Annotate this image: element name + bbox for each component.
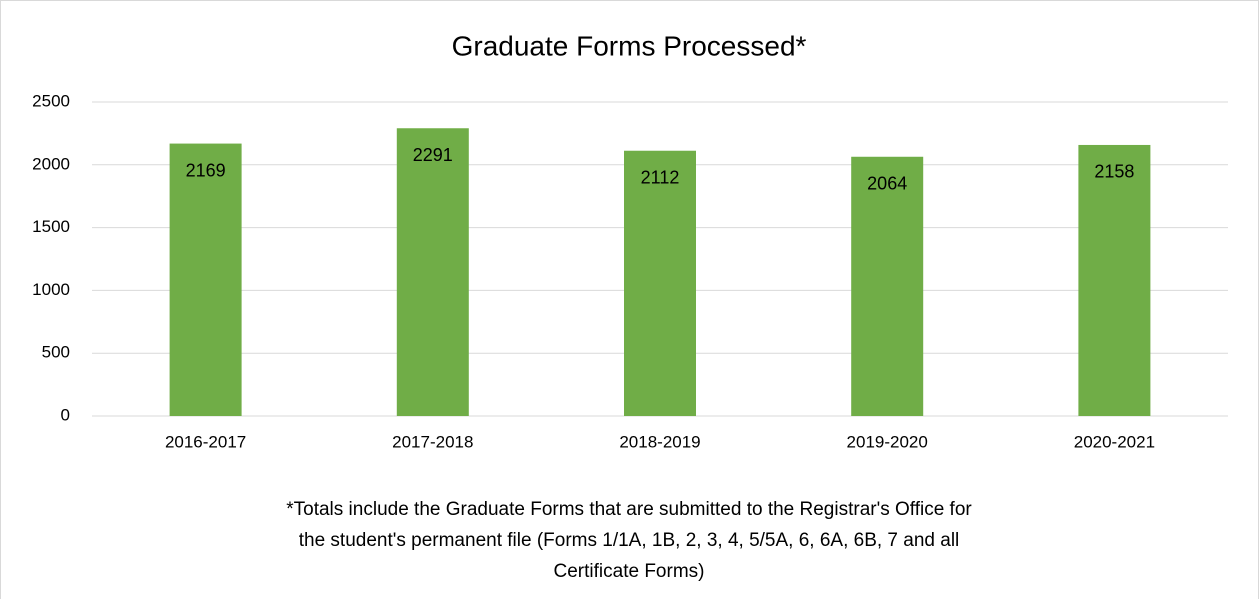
bar [396, 128, 469, 416]
x-tick-label: 2017-2018 [392, 432, 473, 451]
y-tick-label: 500 [42, 343, 70, 362]
y-tick-label: 1000 [32, 280, 70, 299]
chart-title: Graduate Forms Processed* [452, 30, 807, 61]
footnote: *Totals include the Graduate Forms that … [286, 499, 972, 582]
bar [1078, 144, 1151, 416]
data-label: 2291 [413, 145, 453, 165]
y-tick-label: 2000 [32, 154, 70, 173]
x-tick-label: 2020-2021 [1074, 432, 1155, 451]
y-tick-label: 0 [61, 405, 70, 424]
x-tick-label: 2019-2020 [847, 432, 928, 451]
y-tick-label: 1500 [32, 217, 70, 236]
data-label: 2158 [1094, 162, 1134, 182]
data-label: 2064 [867, 174, 907, 194]
bar [624, 150, 696, 417]
y-tick-label: 2500 [32, 91, 70, 110]
data-label: 2169 [186, 160, 226, 180]
bar [851, 156, 924, 416]
data-label: 2112 [641, 167, 680, 187]
x-tick-label: 2016-2017 [165, 432, 246, 451]
x-tick-label: 2018-2019 [619, 432, 700, 451]
bar [169, 143, 242, 416]
